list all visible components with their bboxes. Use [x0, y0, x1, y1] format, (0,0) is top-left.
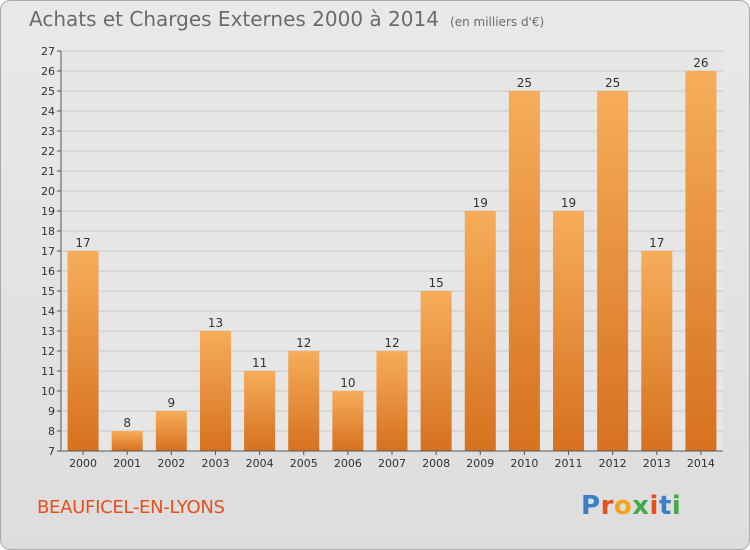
- bar-value-label: 13: [208, 316, 223, 330]
- bar-value-label: 12: [296, 336, 311, 350]
- y-tick-label: 10: [41, 385, 55, 398]
- x-tick-label: 2002: [157, 457, 185, 470]
- logo-letter: P: [581, 491, 601, 521]
- bar: [597, 91, 629, 451]
- x-tick-label: 2013: [643, 457, 671, 470]
- x-tick-label: 2003: [201, 457, 229, 470]
- x-tick-label: 2007: [378, 457, 406, 470]
- bar: [244, 371, 276, 451]
- x-tick-label: 2012: [599, 457, 627, 470]
- y-tick-label: 25: [41, 85, 55, 98]
- logo-letter: x: [632, 491, 650, 521]
- bar-value-label: 19: [473, 196, 488, 210]
- bar-value-label: 19: [561, 196, 576, 210]
- x-tick-label: 2009: [466, 457, 494, 470]
- commune-name: BEAUFICEL-EN-LYONS: [37, 497, 225, 518]
- y-tick-label: 9: [48, 405, 55, 418]
- bar: [376, 351, 408, 451]
- bar-value-label: 25: [517, 76, 532, 90]
- logo-letter: i: [671, 491, 682, 521]
- logo-letter: o: [613, 491, 633, 521]
- x-tick-label: 2005: [290, 457, 318, 470]
- bar: [420, 291, 452, 451]
- x-tick-label: 2001: [113, 457, 141, 470]
- bar: [553, 211, 585, 451]
- bar: [641, 251, 673, 451]
- title-row: Achats et Charges Externes 2000 à 2014 (…: [29, 7, 544, 31]
- y-tick-label: 18: [41, 225, 55, 238]
- x-tick-label: 2006: [334, 457, 362, 470]
- y-tick-label: 8: [48, 425, 55, 438]
- logo-letter: i: [649, 491, 659, 521]
- y-tick-label: 7: [48, 445, 55, 458]
- x-tick-label: 2008: [422, 457, 450, 470]
- y-tick-label: 20: [41, 185, 55, 198]
- bar-value-label: 26: [693, 56, 708, 70]
- y-tick-label: 19: [41, 205, 55, 218]
- x-tick-label: 2000: [69, 457, 97, 470]
- bar: [67, 251, 99, 451]
- y-tick-label: 23: [41, 125, 55, 138]
- x-tick-label: 2014: [687, 457, 715, 470]
- bar-value-label: 15: [428, 276, 443, 290]
- bar: [464, 211, 496, 451]
- bar: [111, 431, 143, 451]
- y-tick-label: 11: [41, 365, 55, 378]
- y-tick-label: 17: [41, 245, 55, 258]
- x-tick-label: 2011: [555, 457, 583, 470]
- bar: [685, 71, 717, 451]
- y-tick-label: 16: [41, 265, 55, 278]
- bar: [155, 411, 187, 451]
- bar: [508, 91, 540, 451]
- y-tick-label: 26: [41, 65, 55, 78]
- y-tick-label: 13: [41, 325, 55, 338]
- bar: [288, 351, 320, 451]
- bar-value-label: 10: [340, 376, 355, 390]
- y-tick-label: 24: [41, 105, 55, 118]
- y-tick-label: 14: [41, 305, 55, 318]
- bar: [199, 331, 231, 451]
- chart-title: Achats et Charges Externes 2000 à 2014: [29, 7, 439, 31]
- y-tick-label: 22: [41, 145, 55, 158]
- bar-value-label: 12: [384, 336, 399, 350]
- bar: [332, 391, 364, 451]
- logo-letter: r: [600, 491, 614, 521]
- bar-value-label: 17: [649, 236, 664, 250]
- bar-value-label: 25: [605, 76, 620, 90]
- bar-value-label: 11: [252, 356, 267, 370]
- y-tick-label: 12: [41, 345, 55, 358]
- y-tick-label: 15: [41, 285, 55, 298]
- bar-value-label: 8: [123, 416, 131, 430]
- y-tick-label: 21: [41, 165, 55, 178]
- x-tick-label: 2010: [510, 457, 538, 470]
- x-tick-label: 2004: [246, 457, 274, 470]
- y-tick-label: 27: [41, 45, 55, 58]
- bar-value-label: 17: [75, 236, 90, 250]
- chart-subtitle: (en milliers d'€): [450, 15, 545, 29]
- proxiti-logo: Proxiti: [581, 491, 681, 521]
- bar-value-label: 9: [168, 396, 176, 410]
- logo-letter: t: [658, 491, 672, 521]
